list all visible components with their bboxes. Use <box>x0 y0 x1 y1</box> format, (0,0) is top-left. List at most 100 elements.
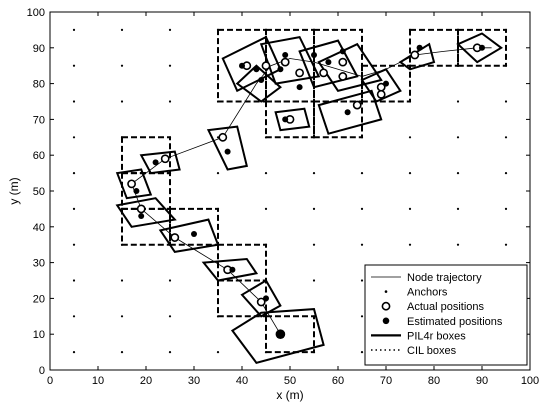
x-tick-label: 80 <box>428 375 440 387</box>
anchor-point <box>504 100 508 103</box>
estimated-position <box>191 230 197 237</box>
anchor-point <box>264 243 268 246</box>
anchor-point <box>168 172 172 175</box>
estimated-position <box>339 48 346 55</box>
anchor-point <box>360 243 364 246</box>
anchor-point <box>168 243 172 246</box>
y-tick-label: 50 <box>33 186 45 198</box>
anchor-point <box>72 28 76 31</box>
pil4r-box <box>274 107 311 132</box>
anchor-point <box>216 243 220 246</box>
anchor-point <box>216 100 220 103</box>
pil4r-box <box>201 257 259 282</box>
anchor-point <box>504 243 508 246</box>
cil-box <box>217 243 267 282</box>
anchor-point <box>360 28 364 31</box>
actual-position <box>410 50 420 60</box>
anchor-point <box>312 351 316 354</box>
anchor-point <box>312 243 316 246</box>
anchor-point <box>360 100 364 103</box>
legend-label: PIL4r boxes <box>407 330 466 342</box>
anchor-point <box>72 100 76 103</box>
legend-label: Node trajectory <box>407 272 482 284</box>
x-tick-label: 40 <box>236 375 248 387</box>
anchor-point <box>408 28 412 31</box>
legend-actual-swatch <box>381 301 391 311</box>
actual-position <box>160 154 170 164</box>
anchor-point <box>72 64 76 67</box>
anchor-point <box>312 172 316 175</box>
actual-position <box>352 100 362 110</box>
anchor-point <box>264 100 268 103</box>
anchor-point <box>216 351 220 354</box>
x-tick-label: 60 <box>332 375 344 387</box>
anchor-point <box>312 28 316 31</box>
x-tick-label: 50 <box>284 375 296 387</box>
anchor-point <box>168 136 172 139</box>
anchor-point <box>120 207 124 210</box>
pil4r-box <box>298 39 359 89</box>
y-tick-label: 0 <box>39 365 45 377</box>
anchor-point <box>72 351 76 354</box>
actual-position <box>280 57 290 67</box>
actual-position <box>127 179 136 189</box>
anchor-point <box>360 315 364 318</box>
estimated-position <box>325 59 332 66</box>
actual-position <box>376 89 386 99</box>
anchor-point <box>408 136 412 139</box>
anchor-point <box>72 243 76 246</box>
estimated-position <box>275 329 286 340</box>
anchor-point <box>456 28 460 31</box>
anchor-point <box>120 243 124 246</box>
anchor-point <box>456 136 460 139</box>
estimated-position <box>383 80 389 87</box>
pil4r-box <box>240 279 282 318</box>
anchors <box>72 28 508 354</box>
cil-box <box>361 64 411 103</box>
legend-estimated-swatch <box>382 317 390 325</box>
cil-box <box>265 315 315 354</box>
anchor-point <box>216 172 220 175</box>
pil4r-box <box>456 32 503 64</box>
x-tick-label: 100 <box>521 375 539 387</box>
x-tick-label: 90 <box>476 375 488 387</box>
anchor-point <box>408 243 412 246</box>
legend-label: Actual positions <box>407 301 485 313</box>
pil4r-box <box>206 125 249 171</box>
anchor-point <box>456 172 460 175</box>
y-tick-label: 20 <box>33 293 45 305</box>
anchor-point <box>504 207 508 210</box>
y-tick-label: 10 <box>33 329 45 341</box>
anchor-point <box>168 64 172 67</box>
estimated-position <box>133 188 140 194</box>
estimated-position <box>258 77 265 84</box>
actual-position <box>170 233 180 242</box>
anchor-point <box>456 207 460 210</box>
estimated-position <box>311 51 317 58</box>
x-tick-label: 0 <box>47 375 53 387</box>
anchor-point <box>168 207 172 210</box>
estimated-position <box>229 266 236 273</box>
anchor-point <box>360 279 364 282</box>
anchor-point <box>264 315 268 318</box>
anchor-point <box>456 100 460 103</box>
y-axis-label: y (m) <box>7 177 21 204</box>
anchor-point <box>120 64 124 67</box>
positions <box>127 43 485 340</box>
anchor-point <box>120 315 124 318</box>
anchor-point <box>312 136 316 139</box>
anchor-point <box>504 64 508 67</box>
anchor-point <box>312 279 316 282</box>
anchor-point <box>264 136 268 139</box>
anchor-point <box>456 243 460 246</box>
anchor-point <box>264 279 268 282</box>
anchor-point <box>408 207 412 210</box>
anchor-point <box>120 28 124 31</box>
anchor-point <box>264 207 268 210</box>
anchor-point <box>168 28 172 31</box>
legend-anchor-swatch <box>384 290 388 293</box>
pil4r-box <box>317 89 383 135</box>
cil-box <box>121 207 171 246</box>
anchor-point <box>168 351 172 354</box>
